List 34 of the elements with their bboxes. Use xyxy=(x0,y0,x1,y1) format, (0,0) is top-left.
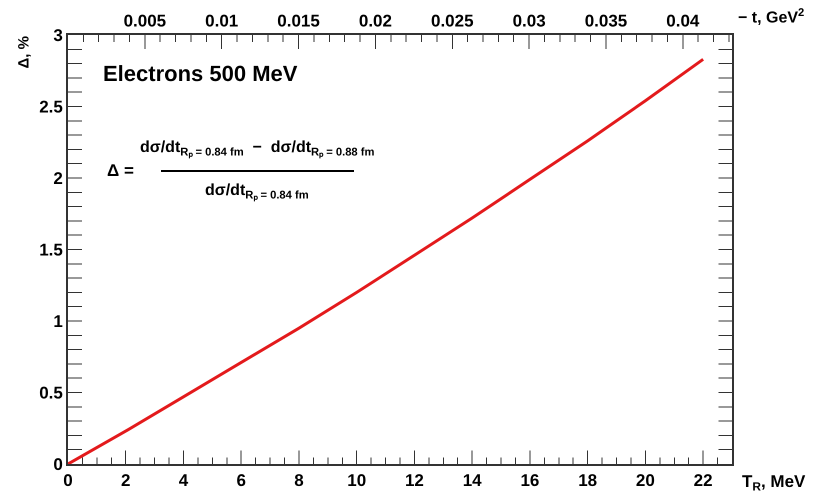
y-tick-label: 0 xyxy=(53,454,63,474)
x2-tick-label: 0.005 xyxy=(124,11,166,30)
x-tick-label: 20 xyxy=(636,471,655,490)
x-tick-label: 8 xyxy=(294,471,304,490)
x2-tick-label: 0.01 xyxy=(205,11,238,30)
y-tick-label: 1.5 xyxy=(39,240,63,260)
y-tick-label: 2 xyxy=(53,168,63,188)
x-tick-label: 2 xyxy=(121,471,130,490)
y-tick-label: 1 xyxy=(53,312,63,331)
x2-tick-label: 0.02 xyxy=(358,11,392,30)
x2-tick-label: 0.025 xyxy=(430,11,474,30)
annotation: Electrons 500 MeV xyxy=(103,61,298,86)
x-tick-label: 14 xyxy=(462,471,482,490)
x2-tick-label: 0.015 xyxy=(277,11,320,30)
x-tick-label: 18 xyxy=(578,471,598,490)
annotation: dσ/dt$_{Rₚ = 0.84 fm}$ xyxy=(205,182,309,202)
line-series xyxy=(68,58,705,464)
x2-tick-label: 0.035 xyxy=(584,11,628,30)
x2-tick-label: 0.04 xyxy=(666,11,700,30)
x2-tick-label: 0.03 xyxy=(512,11,546,30)
y-tick-label: 2.5 xyxy=(39,97,63,116)
x-axis-title: T$_{R}$, MeV xyxy=(742,472,806,494)
x-tick-label: 12 xyxy=(404,471,424,490)
x-tick-label: 4 xyxy=(178,471,189,490)
annotation: dσ/dt$_{Rₚ = 0.84 fm}$ − dσ/dt$_{Rₚ = 0.88 fm}$ xyxy=(140,139,374,158)
x2-axis-title: − t, GeV$^{2}$ xyxy=(738,7,804,27)
y-tick-label: 0.5 xyxy=(39,383,63,402)
y-axis-title: Δ, % xyxy=(16,36,32,68)
x-tick-label: 6 xyxy=(236,471,246,490)
x-tick-label: 10 xyxy=(347,471,366,490)
annotation: Δ = xyxy=(107,161,134,180)
x-tick-label: 16 xyxy=(520,471,540,490)
y-tick-label: 3 xyxy=(53,26,63,45)
x-tick-label: 22 xyxy=(694,471,713,490)
